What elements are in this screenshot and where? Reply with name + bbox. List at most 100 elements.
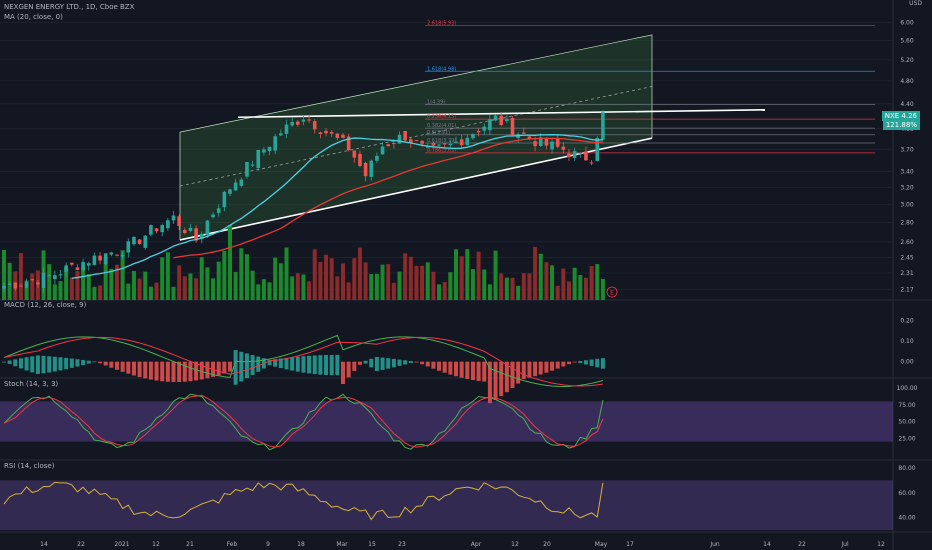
volume-bar (369, 273, 374, 300)
volume-bar (555, 285, 560, 300)
volume-bar (267, 282, 272, 300)
fib-level-label: 0.5(3.91) (427, 130, 450, 136)
volume-bar (30, 273, 35, 300)
time-axis-label: 23 (398, 541, 406, 548)
macd-histogram-bar (533, 361, 538, 377)
macd-histogram-bar (346, 361, 351, 378)
macd-histogram-bar (24, 357, 29, 371)
currency-label: USD (909, 0, 922, 7)
volume-bar (58, 281, 63, 300)
volume-bar (454, 249, 458, 300)
volume-bar (115, 264, 119, 300)
macd-histogram-bar (544, 361, 549, 373)
volume-bar (250, 270, 255, 300)
macd-histogram-bar (273, 359, 278, 367)
ma-legend[interactable]: MA (20, close, 0) (4, 13, 63, 21)
macd-histogram-bar (120, 361, 125, 372)
candle-body (188, 227, 193, 231)
rsi-tick-label: 80.00 (898, 465, 915, 472)
candle-body (301, 119, 306, 122)
candle-body (126, 241, 131, 253)
macd-histogram-bar (30, 356, 35, 373)
volume-bar (414, 265, 419, 300)
candle-body (24, 281, 29, 288)
candle-body (454, 141, 458, 143)
stoch-tick-label: 25.00 (898, 435, 915, 442)
volume-bar (550, 265, 555, 300)
volume-bar (143, 271, 148, 300)
candle-body (177, 216, 181, 227)
candle-body (572, 151, 577, 158)
price-tag: NXE 4.26 (881, 111, 920, 121)
volume-bar (24, 280, 29, 300)
macd-histogram-bar (13, 359, 18, 367)
price-tick-label: 5.60 (900, 37, 914, 44)
volume-bar (578, 275, 583, 300)
volume-bar (510, 277, 515, 300)
candle-body (352, 150, 357, 158)
candle-body (578, 152, 583, 154)
candle-body (143, 235, 148, 248)
candle-body (98, 255, 102, 261)
volume-bar (487, 284, 492, 300)
candle-body (154, 228, 159, 232)
candle-body (341, 134, 345, 138)
fib-level-label: 2.618(5.93) (427, 20, 456, 26)
volume-bar (109, 268, 114, 300)
volume-bar (459, 256, 464, 300)
candle-body (567, 153, 571, 158)
candle-body (58, 274, 63, 276)
stoch-k-line (3, 393, 604, 451)
candle-body (256, 150, 261, 169)
macd-histogram-bar (182, 361, 187, 382)
candle-body (533, 140, 537, 147)
candle-body (7, 283, 12, 285)
time-axis-label: Feb (227, 541, 238, 548)
candle-body (561, 146, 566, 150)
volume-bar (374, 273, 379, 300)
volume-bar (499, 273, 504, 300)
volume-bar (465, 249, 470, 300)
macd-histogram-bar (374, 356, 379, 372)
volume-bar (600, 278, 605, 300)
candle-body (211, 214, 215, 218)
candle-body (267, 146, 272, 152)
candle-body (437, 144, 441, 146)
rsi-legend[interactable]: RSI (14, close) (4, 462, 55, 470)
time-axis-label: 21 (186, 541, 194, 548)
macd-histogram-bar (318, 355, 323, 375)
symbol-title[interactable]: NEXGEN ENERGY LTD., 1D, Cboe BZX (4, 3, 135, 11)
volume-bar (521, 273, 526, 300)
macd-histogram-bar (335, 354, 340, 376)
macd-histogram-bar (143, 361, 148, 379)
volume-bar (86, 274, 91, 300)
macd-histogram-bar (420, 361, 425, 365)
price-tick-label: 3.70 (900, 146, 914, 153)
candle-body (522, 132, 526, 134)
candle-body (115, 254, 119, 256)
macd-histogram-bar (250, 355, 255, 375)
macd-histogram-bar (256, 356, 261, 372)
candle-body (324, 130, 328, 134)
price-tick-label: 3.00 (900, 201, 914, 208)
volume-bar (75, 271, 80, 300)
macd-histogram-bar (64, 357, 69, 370)
volume-bar (448, 272, 453, 300)
time-axis-label: May (595, 541, 608, 548)
volume-bar (516, 285, 521, 300)
candle-body (41, 272, 46, 288)
volume-bar (312, 249, 317, 300)
time-axis-label: 12 (152, 541, 160, 548)
volume-bar (211, 278, 216, 300)
macd-histogram-bar (86, 360, 91, 364)
macd-tick-label: 0.10 (900, 338, 914, 345)
fib-level-label: 1(4.39) (427, 99, 445, 105)
candle-body (550, 141, 554, 150)
candle-body (425, 146, 430, 148)
fib-level-label: 0.382(4.01) (427, 123, 456, 129)
macd-histogram-bar (408, 361, 413, 363)
stoch-legend[interactable]: Stoch (14, 3, 3) (4, 380, 59, 388)
macd-legend[interactable]: MACD (12, 26, close, 9) (4, 301, 87, 309)
